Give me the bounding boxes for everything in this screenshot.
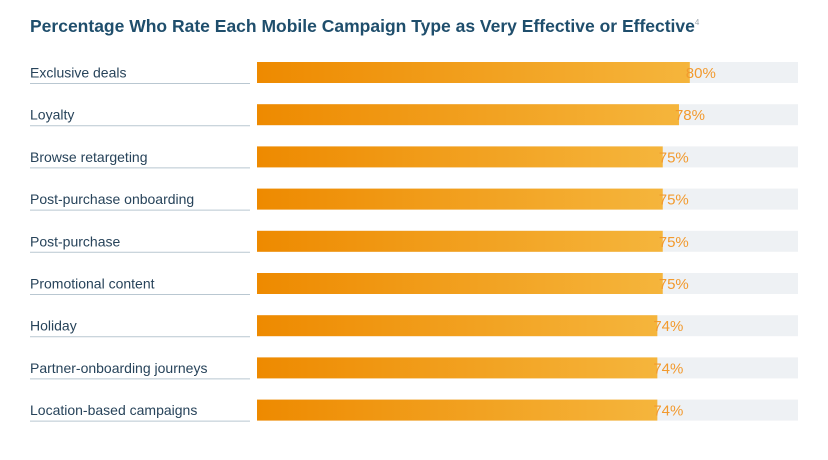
bar-row: Post-purchase 75% — [30, 230, 798, 253]
value-label: 75% — [659, 149, 689, 166]
bar — [257, 62, 690, 83]
bar-row: Browse retargeting 75% — [30, 146, 798, 169]
value-label: 74% — [653, 318, 683, 335]
bar-row: Promotional content 75% — [30, 273, 798, 295]
bar — [257, 104, 679, 126]
value-label: 80% — [686, 65, 716, 82]
bar — [257, 146, 663, 168]
bar — [257, 315, 658, 337]
category-label: Post-purchase onboarding — [30, 191, 194, 207]
bar-row: Exclusive deals 80% — [30, 62, 798, 84]
category-label: Post-purchase — [30, 233, 120, 249]
value-label: 75% — [659, 192, 689, 209]
value-label: 74% — [653, 360, 683, 377]
bar-row: Holiday 74% — [30, 315, 798, 338]
category-label: Browse retargeting — [30, 149, 148, 165]
category-label: Loyalty — [30, 107, 74, 123]
value-label: 74% — [653, 403, 683, 420]
bar — [257, 399, 658, 421]
bar-row: Post-purchase onboarding 75% — [30, 188, 798, 211]
category-label: Promotional content — [30, 276, 155, 292]
title-footnote-marker: 4 — [694, 18, 700, 28]
bar-row: Location-based campaigns 74% — [30, 399, 798, 422]
category-label: Partner-onboarding journeys — [30, 360, 207, 376]
category-label: Exclusive deals — [30, 65, 127, 81]
bar-row: Partner-onboarding journeys 74% — [30, 357, 798, 380]
bar — [257, 273, 663, 294]
chart-title-text: Percentage Who Rate Each Mobile Campaign… — [30, 16, 695, 36]
value-label: 75% — [659, 234, 689, 251]
bar-row: Loyalty 78% — [30, 104, 798, 127]
value-label: 78% — [675, 107, 705, 124]
value-label: 75% — [659, 276, 689, 293]
category-label: Holiday — [30, 318, 77, 334]
bar — [257, 230, 663, 252]
bar — [257, 357, 658, 379]
chart-title: Percentage Who Rate Each Mobile Campaign… — [30, 16, 699, 37]
bar — [257, 188, 663, 210]
category-label: Location-based campaigns — [30, 402, 197, 418]
